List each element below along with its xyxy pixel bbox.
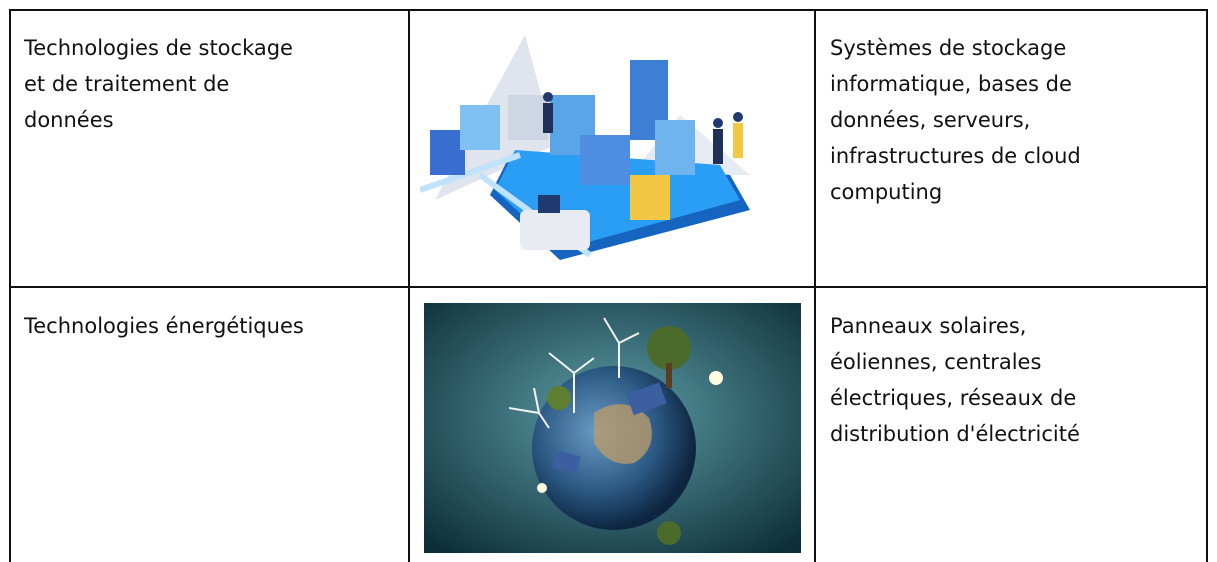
table-border	[814, 9, 816, 562]
table-border	[9, 9, 1208, 11]
data-storage-illustration	[420, 35, 750, 260]
table-border	[1206, 9, 1208, 562]
table-border	[408, 9, 410, 562]
text-line: Systèmes de stockage	[830, 36, 1067, 60]
text-line: et de traitement de	[24, 72, 230, 96]
table-border	[9, 9, 11, 562]
text-line: informatique, bases de	[830, 72, 1072, 96]
text-line: électriques, réseaux de	[830, 386, 1077, 410]
row-description: Systèmes de stockage informatique, bases…	[830, 30, 1081, 210]
table-border	[9, 286, 1208, 288]
text-line: Technologies énergétiques	[24, 314, 304, 338]
text-line: Technologies de stockage	[24, 36, 293, 60]
text-line: Panneaux solaires,	[830, 314, 1027, 338]
text-line: infrastructures de cloud	[830, 144, 1081, 168]
text-line: distribution d'électricité	[830, 422, 1080, 446]
row-description: Panneaux solaires, éoliennes, centrales …	[830, 308, 1080, 452]
text-line: éoliennes, centrales	[830, 350, 1042, 374]
row-label: Technologies de stockage et de traitemen…	[24, 30, 293, 138]
text-line: données	[24, 108, 114, 132]
energy-illustration	[424, 303, 801, 553]
text-line: computing	[830, 180, 943, 204]
text-line: données, serveurs,	[830, 108, 1031, 132]
row-label: Technologies énergétiques	[24, 308, 304, 344]
